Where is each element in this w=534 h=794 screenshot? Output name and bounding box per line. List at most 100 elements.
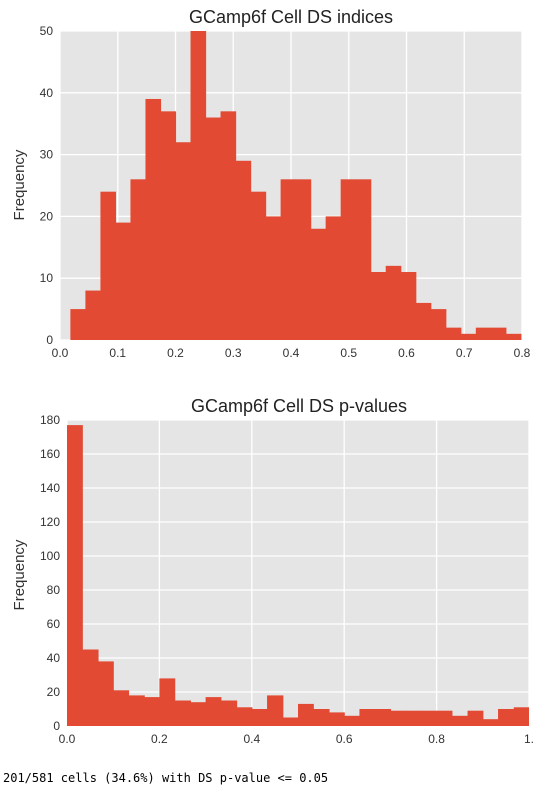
y-tick-label: 30 xyxy=(40,148,54,162)
y-tick-label: 40 xyxy=(40,86,54,100)
y-tick-label: 160 xyxy=(40,447,60,461)
histogram-bar xyxy=(298,703,314,726)
histogram-bar xyxy=(313,709,330,726)
y-tick-label: 20 xyxy=(47,685,61,699)
histogram-bar xyxy=(529,712,534,726)
x-tick-label: 0.5 xyxy=(340,346,357,360)
histogram-bar xyxy=(190,702,207,726)
x-tick-label: 0.7 xyxy=(456,346,473,360)
y-axis-label: Frequency xyxy=(11,539,28,610)
histogram-bar xyxy=(235,160,252,340)
histogram-bar xyxy=(421,710,438,726)
histogram-bar xyxy=(513,707,529,726)
y-tick-label: 40 xyxy=(47,651,61,665)
histogram-bar xyxy=(174,700,191,726)
x-tick-label: 0.6 xyxy=(336,732,353,746)
y-tick-label: 180 xyxy=(40,413,60,427)
histogram-bar xyxy=(359,709,376,726)
y-tick-label: 50 xyxy=(40,24,54,38)
y-tick-label: 60 xyxy=(47,617,61,631)
histogram-bar xyxy=(375,709,391,726)
y-axis-label: Frequency xyxy=(11,149,28,220)
histogram-bar xyxy=(475,327,492,340)
x-tick-label: 0.4 xyxy=(243,732,260,746)
histogram-bar xyxy=(328,712,345,726)
histogram-bar xyxy=(85,290,102,340)
x-tick-label: 0.3 xyxy=(225,346,242,360)
histogram-bar xyxy=(160,111,177,340)
histogram-bar xyxy=(220,111,237,340)
histogram-bar xyxy=(128,695,145,726)
histogram-bar xyxy=(190,31,207,340)
histogram-bars xyxy=(67,425,534,726)
y-tick-label: 0 xyxy=(53,719,60,733)
ds-indices-histogram: GCamp6f Cell DS indices Frequency 0.0 0.1… xyxy=(11,7,531,360)
histogram-bar xyxy=(220,700,238,726)
histogram-bar xyxy=(280,179,297,340)
histogram-bar xyxy=(70,309,87,340)
x-tick-label: 0.8 xyxy=(428,732,445,746)
ds-pvalues-histogram: GCamp6f Cell DS p-values Frequency 0.0 0.… xyxy=(11,396,534,746)
y-tick-label: 80 xyxy=(47,583,61,597)
histogram-bar xyxy=(344,715,361,726)
x-tick-label: 0.2 xyxy=(151,732,168,746)
x-tick-label: 0.2 xyxy=(167,346,184,360)
histogram-bar xyxy=(467,710,484,726)
histogram-bar xyxy=(251,709,268,726)
histogram-bar xyxy=(267,695,284,726)
summary-text: 201/581 cells (34.6%) with DS p-value <=… xyxy=(3,771,329,785)
histogram-bar xyxy=(115,222,132,340)
histogram-bar xyxy=(159,678,176,726)
x-tick-label: 0.1 xyxy=(109,346,126,360)
histogram-bar xyxy=(205,697,222,726)
histogram-bar xyxy=(100,191,117,340)
histogram-bar xyxy=(370,272,387,340)
x-tick-label: 0.8 xyxy=(514,346,531,360)
histogram-bar xyxy=(82,649,99,726)
y-tick-label: 20 xyxy=(40,209,54,223)
y-tick-label: 0 xyxy=(46,333,53,347)
histogram-bar xyxy=(144,697,160,726)
x-tick-label: 0.4 xyxy=(283,346,300,360)
histogram-bar xyxy=(482,719,499,726)
chart-title: GCamp6f Cell DS indices xyxy=(189,7,393,27)
histogram-bar xyxy=(405,710,422,726)
histogram-bar xyxy=(310,228,327,340)
histogram-bar xyxy=(445,327,462,340)
histogram-bar xyxy=(490,327,507,340)
histogram-bar xyxy=(265,216,282,340)
histogram-bar xyxy=(385,265,402,340)
x-tick-label: 0.0 xyxy=(59,732,76,746)
histogram-bar xyxy=(175,142,192,340)
histogram-bar xyxy=(67,425,83,726)
chart-title: GCamp6f Cell DS p-values xyxy=(191,396,407,416)
histogram-bars xyxy=(70,31,522,340)
y-tick-label: 10 xyxy=(40,271,54,285)
histogram-bar xyxy=(130,179,147,340)
histogram-bar xyxy=(415,302,432,340)
histogram-bar xyxy=(113,690,130,726)
histogram-bar xyxy=(436,710,453,726)
histogram-bar xyxy=(325,216,342,340)
x-tick-label: 1. xyxy=(524,732,534,746)
histogram-bar xyxy=(400,272,417,340)
histogram-bar xyxy=(295,179,312,340)
histogram-bar xyxy=(145,98,162,340)
histogram-bar xyxy=(282,717,299,726)
histogram-bar xyxy=(460,333,477,340)
histogram-bar xyxy=(451,715,469,726)
y-tick-label: 120 xyxy=(40,515,60,529)
histogram-bar xyxy=(97,661,114,726)
histogram-bar xyxy=(390,710,407,726)
histogram-bar xyxy=(498,709,515,726)
histogram-bar xyxy=(355,179,372,340)
histogram-bar xyxy=(340,179,357,340)
y-tick-label: 140 xyxy=(40,481,60,495)
histogram-bar xyxy=(505,333,522,340)
histogram-bar xyxy=(205,117,222,340)
x-tick-label: 0.6 xyxy=(398,346,415,360)
histogram-bar xyxy=(236,707,253,726)
y-tick-label: 100 xyxy=(40,549,60,563)
x-tick-label: 0.0 xyxy=(52,346,69,360)
